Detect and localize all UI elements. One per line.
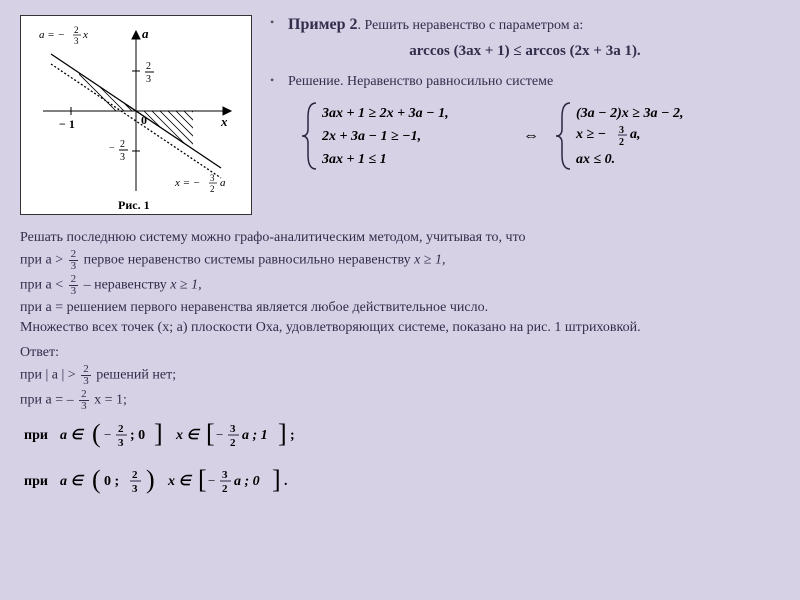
svg-text:при: при (24, 474, 48, 489)
body-p4a: при а = решением первого неравенства явл… (20, 300, 488, 315)
example-equation: arccos (3ax + 1) ≤ arccos (2x + 3a 1). (270, 42, 780, 62)
svg-text:a ∈: a ∈ (60, 428, 85, 443)
body-p3b: – неравенству (84, 278, 171, 293)
svg-text:]: ] (272, 465, 281, 494)
line1-label: a = − (39, 29, 65, 41)
svg-text:[: [ (206, 419, 215, 448)
example-title: Пример 2 (288, 16, 357, 33)
svg-text:−: − (208, 473, 215, 488)
svg-text:3: 3 (146, 74, 151, 85)
svg-text:x ≥ −: x ≥ − (575, 127, 606, 142)
svg-text:3ax + 1 ≥ 2x + 3a − 1,: 3ax + 1 ≥ 2x + 3a − 1, (321, 106, 449, 121)
ans2b: х = 1; (94, 392, 127, 407)
bullet-icon: • (270, 15, 288, 36)
svg-text:; 0: ; 0 (130, 428, 145, 443)
svg-text:x: x (82, 29, 88, 41)
answer-interval-2: при a ∈ ( 0 ; 2 3 ) x ∈ [ − 3 2 a ; 0 ] … (20, 464, 780, 504)
svg-text:0 ;: 0 ; (104, 474, 119, 489)
body-p1: Решать последнюю систему можно графо-ана… (20, 229, 780, 247)
svg-text:3: 3 (619, 125, 624, 136)
svg-text:ax ≤ 0.: ax ≤ 0. (576, 152, 615, 167)
answer-interval-1: при a ∈ ( − 2 3 ; 0 ] x ∈ [ − 3 2 a ; 1 … (20, 418, 780, 458)
body-p2a: при а > (20, 253, 67, 268)
svg-text:2: 2 (132, 469, 138, 481)
svg-text:2: 2 (230, 437, 236, 449)
figure-caption: Рис. 1 (118, 198, 150, 212)
equiv-system: 3ax + 1 ≥ 2x + 3a − 1, 2x + 3a − 1 ≥ −1,… (298, 97, 780, 181)
svg-text:]: ] (154, 419, 163, 448)
svg-text:2: 2 (118, 423, 124, 435)
body-p3c: x ≥ 1, (170, 278, 201, 293)
axis-a-label: a (142, 26, 149, 41)
svg-text:2: 2 (120, 139, 125, 150)
svg-text:a: a (220, 177, 226, 189)
minus1-label: − 1 (59, 117, 75, 131)
svg-text:−: − (104, 427, 111, 442)
svg-text:a,: a, (630, 127, 641, 142)
svg-text:a ; 1: a ; 1 (242, 428, 268, 443)
line2-label: x = − (174, 177, 200, 189)
svg-text:3: 3 (222, 469, 228, 481)
svg-text:3: 3 (120, 152, 125, 163)
svg-text:3: 3 (74, 36, 79, 46)
svg-text:2: 2 (222, 483, 228, 495)
svg-text:a ; 0: a ; 0 (234, 474, 260, 489)
svg-text:(: ( (92, 465, 101, 494)
solution-label: Решение. Неравенство равносильно системе (288, 73, 553, 91)
svg-text:.: . (284, 474, 288, 489)
svg-text:): ) (146, 465, 155, 494)
bullet-icon: • (270, 73, 288, 91)
ans1b: решений нет; (96, 367, 176, 382)
body-p5: Множество всех точек (х; а) плоскости Ох… (20, 319, 780, 337)
svg-text:3: 3 (132, 483, 138, 495)
ans2a: при а = – (20, 392, 77, 407)
svg-text:⇔: ⇔ (523, 127, 539, 144)
solution-body: Решать последнюю систему можно графо-ана… (20, 229, 780, 504)
svg-text:3: 3 (210, 173, 215, 183)
svg-text:;: ; (290, 428, 295, 443)
svg-text:3: 3 (230, 423, 236, 435)
origin-label: 0 (141, 113, 147, 127)
example-title-rest: . Решить неравенство с параметром а: (357, 18, 583, 33)
example-column: • Пример 2. Решить неравенство с парамет… (270, 15, 780, 215)
svg-text:a ∈: a ∈ (60, 474, 85, 489)
svg-text:x ∈: x ∈ (175, 428, 201, 443)
svg-text:3: 3 (118, 437, 124, 449)
svg-text:при: при (24, 428, 48, 443)
svg-text:2: 2 (210, 184, 215, 194)
svg-text:2: 2 (146, 61, 151, 72)
svg-text:x ∈: x ∈ (167, 474, 193, 489)
body-p2c: x ≥ 1, (414, 253, 445, 268)
body-p3a: при а < (20, 278, 67, 293)
svg-text:2: 2 (619, 137, 624, 148)
svg-text:(3a − 2)x ≥ 3a − 2,: (3a − 2)x ≥ 3a − 2, (576, 106, 683, 121)
figure-1: a x 0 − 1 2 3 − 2 3 a = − 2 3 x x = − 3 … (20, 15, 252, 215)
svg-text:[: [ (198, 465, 207, 494)
ans1a: при | а | > (20, 367, 79, 382)
svg-text:]: ] (278, 419, 287, 448)
svg-text:2: 2 (74, 25, 79, 35)
body-p2b: первое неравенство системы равносильно н… (84, 253, 414, 268)
svg-text:3ax + 1 ≤ 1: 3ax + 1 ≤ 1 (321, 152, 387, 167)
svg-text:(: ( (92, 419, 101, 448)
axis-x-label: x (220, 114, 228, 129)
svg-text:−: − (109, 143, 115, 154)
svg-text:−: − (216, 427, 223, 442)
svg-text:2x + 3a − 1 ≥ −1,: 2x + 3a − 1 ≥ −1, (321, 129, 421, 144)
answer-label: Ответ: (20, 344, 780, 362)
